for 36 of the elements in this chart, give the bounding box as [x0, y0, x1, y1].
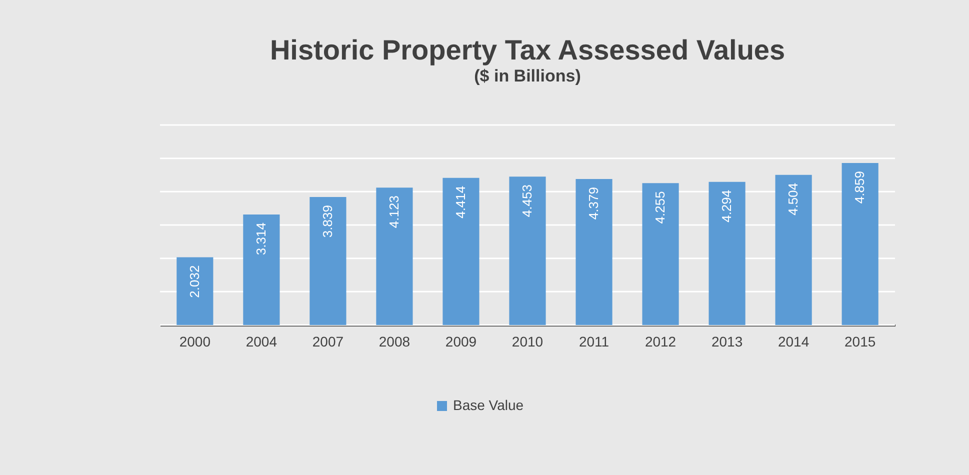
x-tick-label: 2007	[312, 334, 344, 350]
bar	[509, 176, 546, 325]
x-tick-label: 2004	[246, 334, 278, 350]
data-label: 4.379	[586, 187, 602, 220]
data-label: 3.314	[253, 222, 268, 256]
x-tick-label: 2013	[711, 334, 743, 350]
data-label: 4.859	[852, 171, 868, 204]
x-tick-label: 2011	[578, 334, 610, 350]
bar	[642, 183, 679, 325]
x-tick-label: 2010	[512, 334, 544, 350]
data-label: 4.414	[452, 186, 468, 218]
bar	[842, 163, 878, 325]
data-label: 4.504	[786, 182, 801, 216]
x-tick-label: 2009	[445, 334, 477, 350]
data-label: 2.032	[186, 265, 202, 298]
bar	[310, 197, 346, 325]
x-tick-label: 2014	[778, 334, 810, 350]
bar	[442, 178, 480, 325]
data-label: 4.255	[652, 191, 668, 224]
x-tick-label: 2000	[179, 334, 211, 350]
bar	[243, 214, 280, 325]
data-label: 4.453	[520, 184, 534, 218]
legend-label: Base Value	[453, 397, 524, 413]
x-tick-label: 2015	[844, 334, 876, 350]
data-label: 4.123	[386, 196, 402, 228]
data-label: 4.294	[719, 190, 734, 222]
x-tick-label: 2012	[644, 334, 676, 350]
bar	[176, 257, 214, 325]
bar	[708, 182, 746, 325]
bar	[775, 174, 812, 325]
x-tick-label: 2008	[378, 334, 410, 350]
chart-subtitle: ($ in Billions)	[474, 66, 581, 86]
data-label: 3.839	[320, 205, 335, 238]
chart-title: Historic Property Tax Assessed Values	[270, 34, 786, 66]
bar	[576, 179, 612, 325]
bar	[376, 188, 413, 325]
